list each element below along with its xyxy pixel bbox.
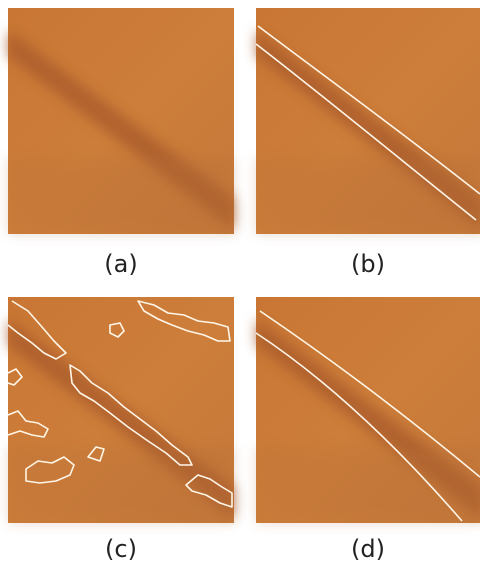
panel-label: (c) — [105, 535, 137, 563]
panel-b-image — [256, 8, 480, 234]
panel-c-image — [8, 297, 234, 523]
panel-a-image — [8, 8, 234, 234]
panel-label: (b) — [351, 250, 385, 278]
figure: (a) (b) (c) (d) — [0, 0, 480, 565]
panel-d-image — [256, 297, 480, 523]
panel-label: (a) — [104, 250, 137, 278]
panel-label: (d) — [351, 535, 385, 563]
page: (a) (b) (c) (d) (() => { const data = JS… — [0, 0, 480, 565]
